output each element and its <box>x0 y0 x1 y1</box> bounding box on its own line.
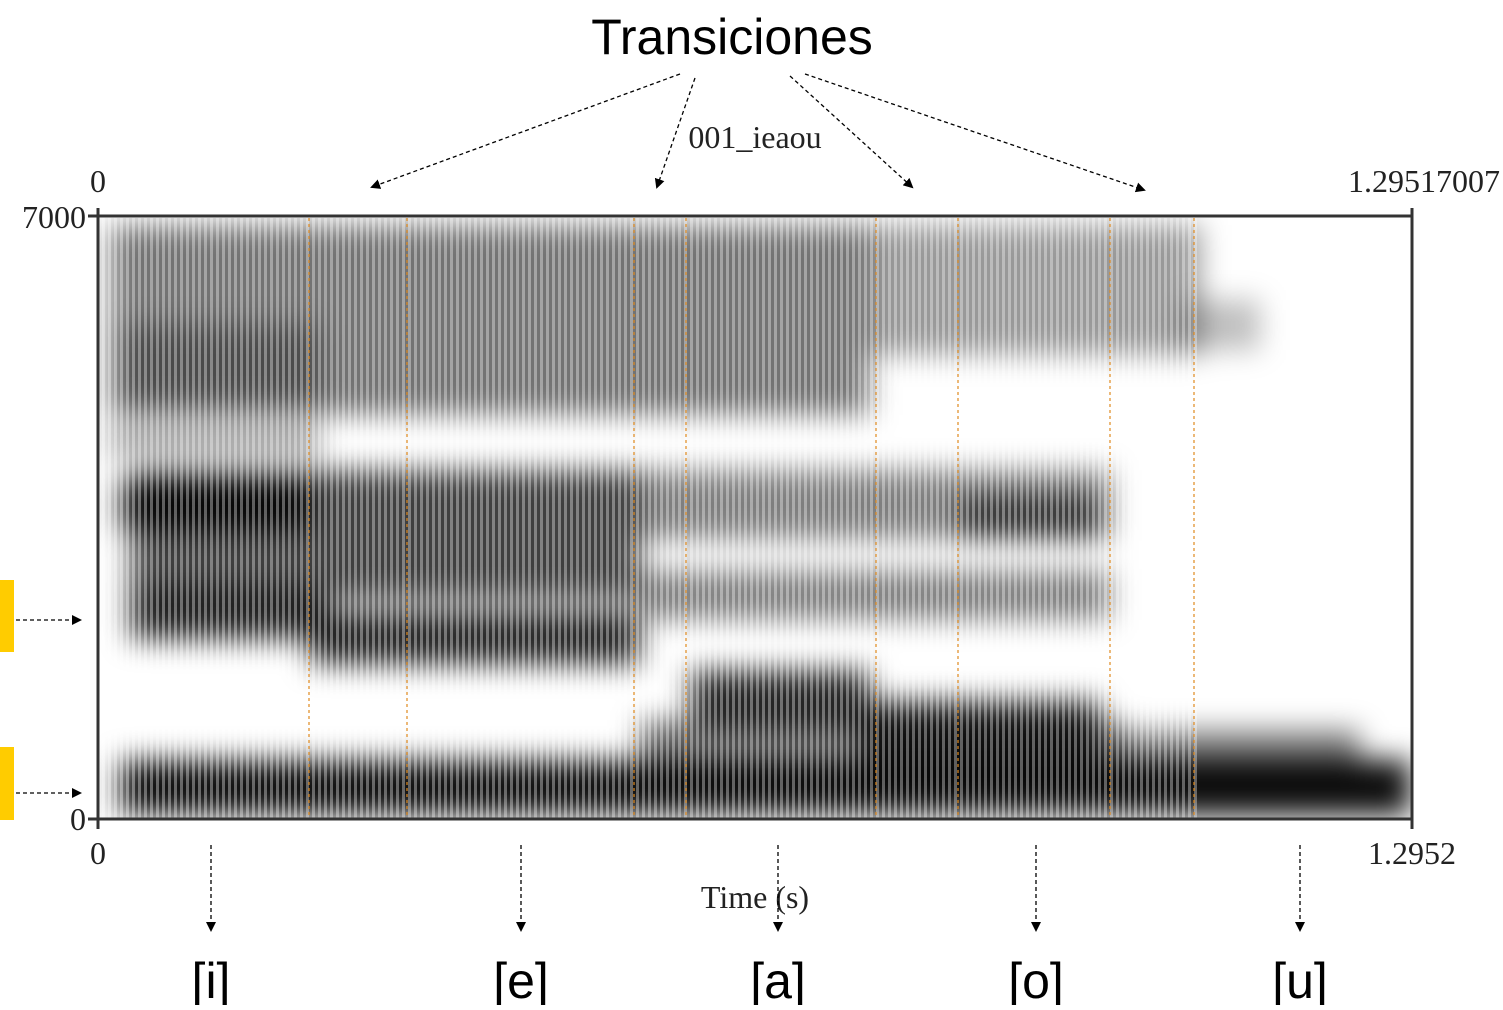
vowel-label: [i] <box>192 953 231 1005</box>
formant-marker <box>0 580 14 652</box>
title: Transiciones <box>591 9 873 65</box>
formant-marker <box>0 747 14 820</box>
vowel-label: [a] <box>750 953 806 1005</box>
vowel-label: [u] <box>1272 953 1328 1005</box>
top-right-label: 1.29517007 <box>1348 163 1500 199</box>
plot-frame <box>96 214 1414 821</box>
vowel-labels: [i] [e] [a] [o] [u] <box>192 845 1328 1009</box>
x-right-label: 1.2952 <box>1368 835 1456 871</box>
transition-arrows <box>370 73 1146 193</box>
y-bottom-label: 0 <box>70 801 86 837</box>
formant-arrows <box>16 615 82 798</box>
top-left-label: 0 <box>90 163 106 199</box>
vowel-label: [e] <box>493 953 549 1005</box>
figure-label: 001_ieaou <box>688 119 821 155</box>
x-left-label: 0 <box>90 835 106 871</box>
vowel-label: [o] <box>1008 953 1064 1005</box>
y-top-label: 7000 <box>22 199 86 235</box>
x-axis-label: Time (s) <box>701 879 809 915</box>
spectrogram-image <box>99 218 1410 818</box>
segment-boundaries <box>308 218 1195 818</box>
